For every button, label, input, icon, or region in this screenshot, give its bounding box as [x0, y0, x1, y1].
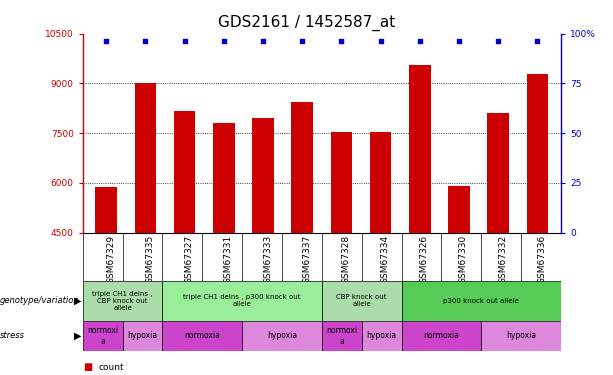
Point — [140, 38, 150, 44]
Bar — [162, 321, 242, 351]
Text: GDS2161 / 1452587_at: GDS2161 / 1452587_at — [218, 15, 395, 31]
Text: hypoxia: hypoxia — [128, 332, 158, 340]
Text: normoxia: normoxia — [424, 332, 459, 340]
Bar — [135, 83, 156, 232]
Text: hypoxia: hypoxia — [367, 332, 397, 340]
Bar — [527, 74, 548, 232]
Text: ▶: ▶ — [74, 331, 81, 341]
Text: triple CH1 delns ,
CBP knock out
allele: triple CH1 delns , CBP knock out allele — [93, 291, 153, 311]
Bar — [213, 123, 235, 232]
Point — [533, 38, 543, 44]
Bar — [83, 281, 162, 321]
Bar — [330, 132, 352, 232]
Bar — [83, 321, 123, 351]
Point — [101, 38, 111, 44]
Point — [219, 38, 229, 44]
Bar — [96, 187, 117, 232]
Bar — [409, 65, 430, 232]
Bar — [370, 132, 391, 232]
Text: ■: ■ — [83, 362, 92, 372]
Bar — [402, 281, 561, 321]
Text: stress: stress — [0, 332, 25, 340]
Text: triple CH1 delns , p300 knock out
allele: triple CH1 delns , p300 knock out allele — [183, 294, 301, 307]
Text: GSM67327: GSM67327 — [185, 235, 194, 284]
Text: GSM67326: GSM67326 — [420, 235, 429, 284]
Bar — [481, 321, 561, 351]
Text: GSM67331: GSM67331 — [224, 235, 233, 284]
Text: GSM67335: GSM67335 — [145, 235, 154, 284]
Text: GSM67334: GSM67334 — [381, 235, 390, 284]
Text: normoxia: normoxia — [185, 332, 220, 340]
Bar — [362, 321, 402, 351]
Text: genotype/variation: genotype/variation — [0, 296, 80, 305]
Bar — [448, 186, 470, 232]
Bar — [291, 102, 313, 232]
Text: ▶: ▶ — [74, 296, 81, 306]
Point — [454, 38, 464, 44]
Text: CBP knock out
allele: CBP knock out allele — [337, 294, 387, 307]
Text: GSM67330: GSM67330 — [459, 235, 468, 284]
Text: hypoxia: hypoxia — [267, 332, 297, 340]
Point — [493, 38, 503, 44]
Bar — [322, 321, 362, 351]
Point — [376, 38, 386, 44]
Text: hypoxia: hypoxia — [506, 332, 536, 340]
Text: GSM67328: GSM67328 — [341, 235, 351, 284]
Bar — [402, 321, 481, 351]
Text: GSM67336: GSM67336 — [538, 235, 546, 284]
Point — [337, 38, 346, 44]
Text: GSM67333: GSM67333 — [263, 235, 272, 284]
Text: GSM67332: GSM67332 — [498, 235, 507, 284]
Text: normoxi
a: normoxi a — [87, 326, 118, 346]
Bar — [242, 321, 322, 351]
Bar — [174, 111, 196, 232]
Point — [297, 38, 307, 44]
Bar — [162, 281, 322, 321]
Point — [258, 38, 268, 44]
Text: p300 knock out allele: p300 knock out allele — [443, 298, 519, 304]
Bar — [123, 321, 162, 351]
Bar — [253, 118, 274, 232]
Point — [180, 38, 189, 44]
Text: GSM67337: GSM67337 — [302, 235, 311, 284]
Text: normoxi
a: normoxi a — [326, 326, 357, 346]
Point — [415, 38, 425, 44]
Text: count: count — [98, 363, 124, 372]
Text: GSM67329: GSM67329 — [106, 235, 115, 284]
Bar — [322, 281, 402, 321]
Bar — [487, 113, 509, 232]
